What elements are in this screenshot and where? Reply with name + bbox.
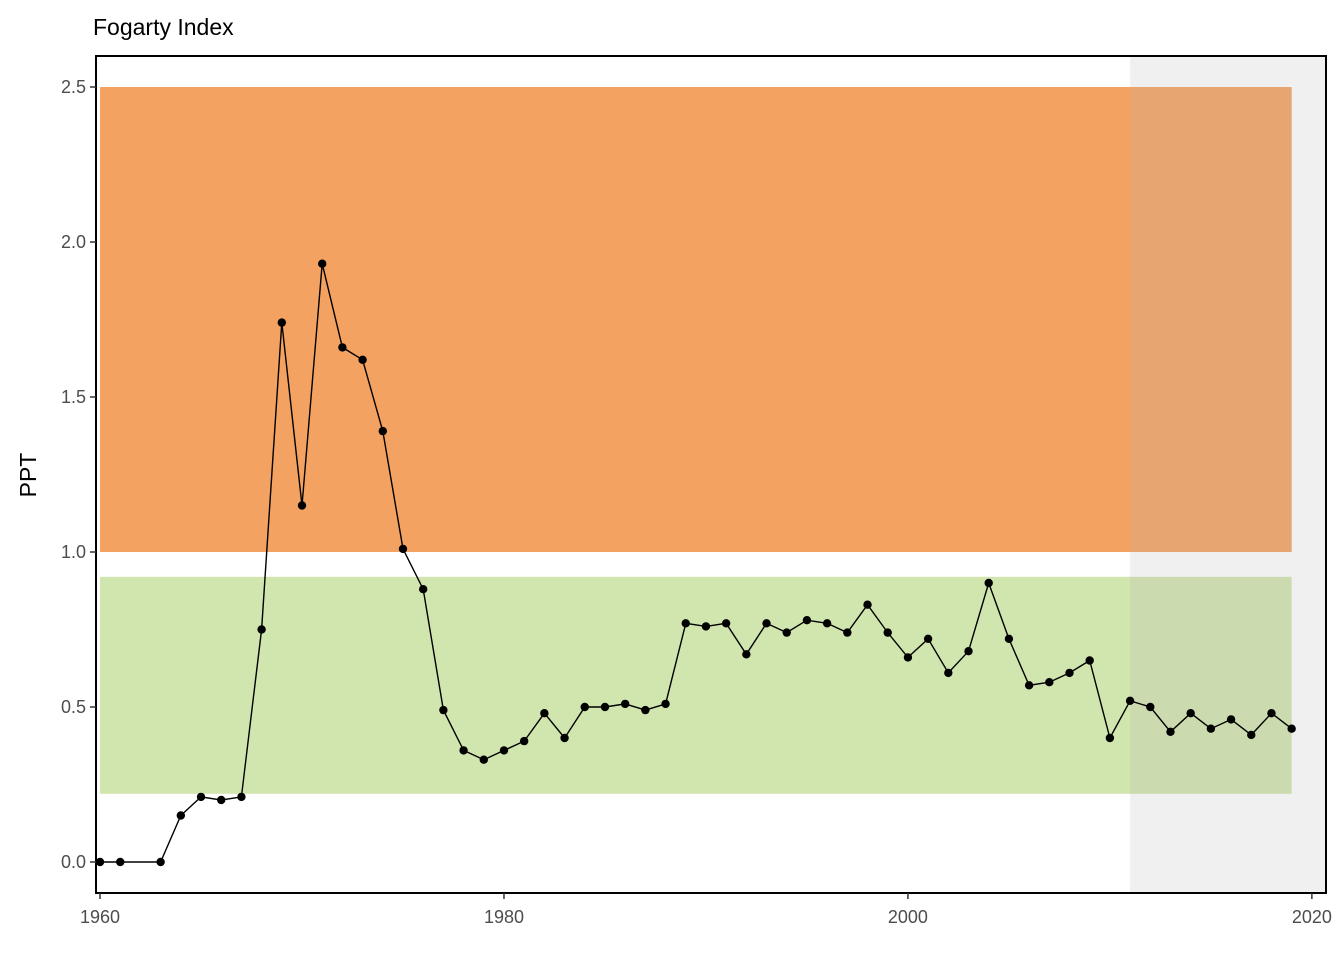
data-point (843, 628, 852, 637)
data-point (378, 426, 387, 436)
points-layer (95, 259, 1296, 867)
data-point (822, 619, 832, 628)
y-axis-label: PPT (15, 453, 41, 498)
data-point (398, 544, 408, 554)
data-point (116, 857, 125, 867)
y-tick-label: 0.5 (61, 697, 86, 717)
data-point (499, 746, 509, 755)
y-tick-label: 2.5 (61, 77, 86, 97)
data-point (519, 736, 529, 746)
data-point (1146, 702, 1155, 712)
data-point (237, 792, 246, 802)
data-point (1186, 709, 1195, 718)
y-tick-label: 1.5 (61, 387, 86, 407)
data-point (439, 705, 448, 715)
data-point (176, 811, 186, 820)
data-point (560, 733, 569, 743)
data-point (479, 755, 488, 764)
data-point (580, 702, 589, 712)
data-point (721, 619, 731, 628)
threshold-band-0 (100, 87, 1292, 552)
y-tick-label: 0.0 (61, 852, 86, 872)
data-point (196, 792, 206, 802)
data-point (1065, 668, 1074, 678)
data-point (1287, 724, 1296, 733)
data-point (297, 501, 307, 510)
y-tick-label: 2.0 (61, 232, 86, 252)
plot-border (95, 55, 1327, 894)
data-point (1226, 715, 1236, 724)
data-point (1004, 634, 1014, 643)
data-point (1125, 696, 1135, 705)
data-point (418, 585, 428, 594)
x-tick-label: 1980 (484, 907, 524, 927)
data-point (701, 622, 711, 631)
data-point (1105, 733, 1115, 743)
data-point (762, 619, 771, 628)
shaded-period (1130, 56, 1326, 893)
shaded-period-rect (1130, 56, 1326, 893)
data-point (217, 795, 226, 805)
data-point (1267, 709, 1276, 718)
data-point (1085, 656, 1094, 665)
data-point (1206, 724, 1216, 733)
data-point (903, 653, 913, 662)
data-point (338, 343, 347, 352)
y-tick-label: 1.0 (61, 542, 86, 562)
data-point (1045, 678, 1054, 687)
data-point (257, 625, 266, 634)
data-point (277, 318, 287, 327)
data-point (641, 705, 650, 715)
data-point (681, 619, 690, 628)
data-point (318, 259, 327, 268)
chart-title: Fogarty Index (93, 14, 234, 40)
data-point (923, 634, 933, 643)
y-axis: 0.0 0.5 1.0 1.5 2.0 2.5 (61, 77, 96, 872)
data-point (95, 857, 105, 867)
data-point (620, 699, 630, 709)
data-point (358, 355, 367, 364)
x-tick-label: 1960 (80, 907, 120, 927)
data-point (459, 746, 468, 755)
threshold-band-1 (100, 576, 1292, 794)
data-point (944, 668, 953, 678)
data-point (782, 628, 791, 637)
data-point (802, 616, 812, 625)
data-point (661, 699, 670, 709)
data-point (1024, 681, 1034, 690)
data-point (984, 578, 993, 588)
data-point (600, 702, 610, 712)
data-point (1247, 730, 1256, 740)
data-point (964, 647, 973, 656)
data-point (883, 628, 892, 637)
data-point (863, 600, 872, 609)
x-tick-label: 2020 (1292, 907, 1332, 927)
x-axis: 1960 1980 2000 2020 (80, 893, 1332, 927)
data-point (156, 857, 165, 867)
threshold-bands (100, 87, 1292, 794)
data-point (540, 709, 549, 718)
data-point (742, 650, 751, 659)
data-point (1166, 727, 1175, 736)
x-tick-label: 2000 (888, 907, 928, 927)
